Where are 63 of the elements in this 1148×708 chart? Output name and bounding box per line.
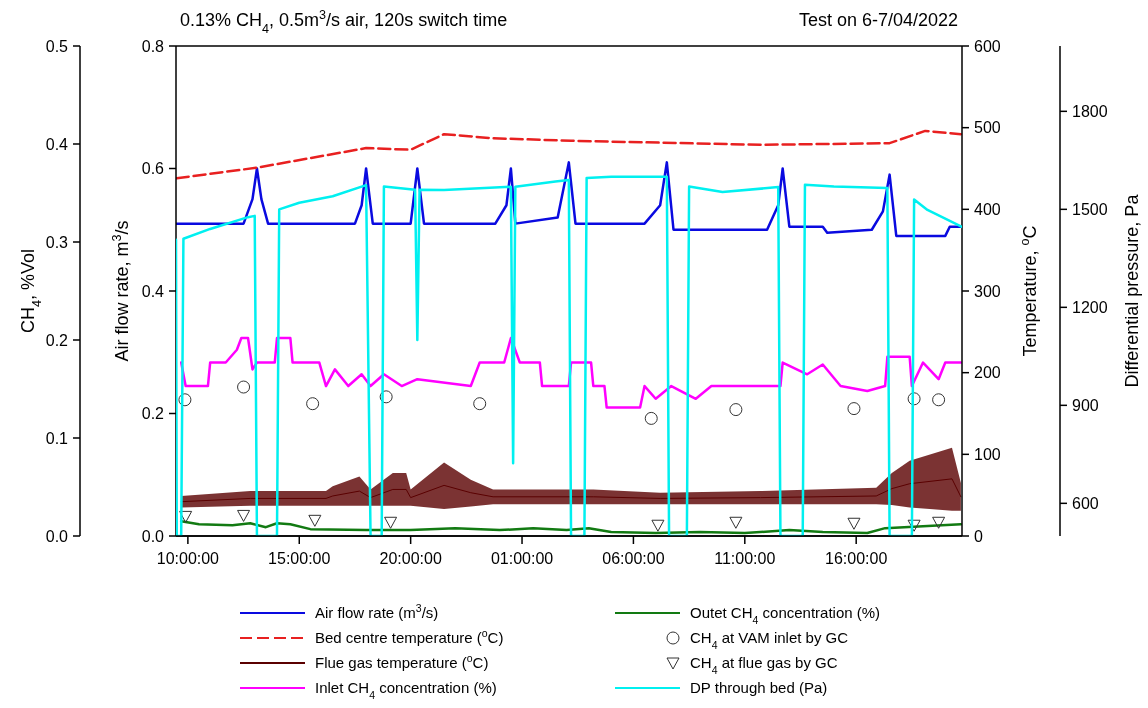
legend-label: CH$_{4}$ at VAM inlet by GC: [690, 629, 849, 652]
x-tick-label: 20:00:00: [379, 550, 442, 567]
point: [907, 392, 921, 406]
y2-tick-label: 0.0: [141, 527, 165, 545]
y-tick-label: 600: [1072, 494, 1099, 512]
y3-tick-label: 500: [974, 119, 1001, 137]
y3-tick-label: 200: [974, 364, 1001, 382]
point: [729, 403, 743, 417]
y-tick-label: 0.5: [45, 37, 69, 55]
legend-label: DP through bed (Pa): [690, 679, 828, 697]
legend-label: CH$_{4}$ at flue gas by GC: [690, 654, 838, 677]
point: [729, 516, 743, 529]
y-tick-label: 1800: [1072, 102, 1108, 120]
y-tick-label: 900: [1072, 396, 1099, 414]
point: [932, 393, 946, 407]
y-tick-label: 0.4: [45, 135, 69, 153]
legend-label: Bed centre temperature ($^{o}$C): [315, 627, 504, 647]
text: Test on 6-7/04/2022: [798, 10, 958, 30]
y-tick-label: 0.2: [45, 331, 69, 349]
point: [237, 509, 251, 522]
point: [379, 390, 393, 404]
line-series: [176, 161, 962, 238]
legend-label: Outet CH$_{4}$ concentration (%): [690, 604, 881, 627]
x-tick-label: 16:00:00: [825, 550, 888, 567]
y2-tick-label: 0.8: [141, 37, 165, 55]
y2-tick-label: 0.6: [141, 160, 165, 178]
y-tick-label: 0.0: [45, 527, 69, 545]
y-tick-label: 0.1: [45, 429, 69, 447]
y-tick-label: 1500: [1072, 200, 1108, 218]
point: [847, 402, 861, 416]
line-series: [179, 336, 962, 409]
y3-tick-label: 0: [974, 527, 983, 545]
y2-tick-label: 0.2: [141, 405, 165, 423]
y3-tick-label: 400: [974, 200, 1001, 218]
legend-label: Air flow rate (m$^{3}$/s): [315, 602, 439, 622]
y-tick-label: 0.3: [45, 233, 69, 251]
line-series: [176, 129, 962, 180]
chart-title: 0.13% CH$_{4}$, 0.5m$^{3}$/s air, 120s switch time: [180, 8, 508, 36]
point: [237, 380, 251, 394]
x-tick-label: 15:00:00: [268, 550, 331, 567]
point: [384, 516, 398, 529]
y-tick-label: 1200: [1072, 298, 1108, 316]
x-tick-label: 10:00:00: [156, 550, 220, 567]
x-tick-label: 11:00:00: [714, 550, 776, 567]
point: [179, 510, 193, 523]
point: [306, 397, 320, 411]
y2-tick-label: 0.4: [141, 282, 165, 300]
x-tick-label: 06:00:00: [602, 550, 665, 567]
legend-label: Inlet CH$_{4}$ concentration (%): [315, 679, 497, 702]
y3-tick-label: 300: [974, 282, 1001, 300]
point: [651, 519, 665, 532]
y-axis-title: Differential pressure, Pa: [1122, 193, 1143, 388]
legend-label: Flue gas temperature ($^{o}$C): [315, 652, 489, 672]
y3-tick-label: 100: [974, 445, 1001, 463]
point: [847, 517, 861, 530]
x-tick-label: 01:00:00: [490, 550, 554, 567]
point: [308, 514, 322, 527]
point: [907, 519, 921, 532]
y3-tick-label: 600: [974, 37, 1001, 55]
point: [178, 393, 192, 407]
point: [644, 411, 658, 425]
point: [473, 397, 487, 411]
point: [932, 516, 946, 529]
